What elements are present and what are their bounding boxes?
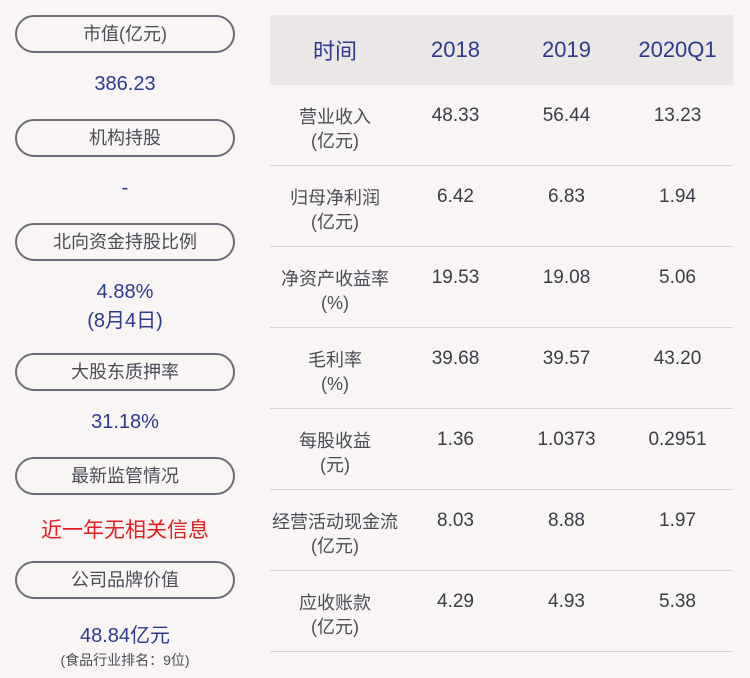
- table-cell: 1.36: [437, 429, 474, 450]
- regulatory-status-value: 近一年无相关信息: [41, 519, 209, 542]
- market-cap-label: 市值(亿元): [15, 15, 235, 53]
- northbound-holding-percent: 4.88%: [96, 281, 154, 303]
- table-cell: 39.68: [431, 348, 480, 369]
- table-cell: 4.93: [548, 591, 585, 612]
- header-2020q1: 2020Q1: [638, 37, 717, 62]
- table-row: 应收账款 (亿元) 4.29 4.93 5.38: [270, 571, 733, 652]
- table-cell: 19.08: [542, 267, 591, 288]
- key-metrics-panel: 市值(亿元) 386.23 机构持股 - 北向资金持股比例 4.88% (8月4…: [0, 0, 250, 678]
- row-label: 净资产收益率 (%): [281, 269, 389, 313]
- row-label: 归母净利润 (亿元): [290, 188, 380, 232]
- row-label: 每股收益 (元): [299, 431, 371, 475]
- institutional-holding-value: -: [121, 177, 129, 199]
- table-cell: 6.42: [437, 186, 474, 207]
- table-cell: 56.44: [542, 105, 591, 126]
- brand-value-label: 公司品牌价值: [15, 561, 235, 599]
- northbound-holding-date: (8月4日): [87, 310, 163, 332]
- row-label: 毛利率 (%): [308, 350, 362, 394]
- header-period: 时间: [312, 39, 357, 64]
- table-cell: 1.0373: [537, 429, 596, 450]
- table-cell: 13.23: [653, 105, 702, 126]
- table-cell: 39.57: [542, 348, 591, 369]
- institutional-holding-label: 机构持股: [15, 119, 235, 157]
- table-cell: 5.38: [659, 591, 696, 612]
- table-cell: 5.06: [659, 267, 696, 288]
- table-row: 营业收入 (亿元) 48.33 56.44 13.23: [270, 85, 733, 166]
- header-2018: 2018: [431, 37, 480, 62]
- table-cell: 48.33: [431, 105, 480, 126]
- brand-value-rank: (食品行业排名：9位): [60, 652, 190, 668]
- table-cell: 1.97: [659, 510, 696, 531]
- row-label: 应收账款 (亿元): [299, 593, 371, 637]
- table-cell: 0.2951: [648, 429, 707, 450]
- row-label: 经营活动现金流 (亿元): [272, 512, 398, 556]
- table-row: 每股收益 (元) 1.36 1.0373 0.2951: [270, 409, 733, 490]
- major-shareholder-pledge-label: 大股东质押率: [15, 353, 235, 391]
- brand-value-amount: 48.84亿元: [79, 625, 171, 647]
- table-cell: 6.83: [548, 186, 585, 207]
- table-row: 净资产收益率 (%) 19.53 19.08 5.06: [270, 247, 733, 328]
- major-shareholder-pledge-value: 31.18%: [91, 411, 159, 433]
- table-cell: 4.29: [437, 591, 474, 612]
- table-row: 归母净利润 (亿元) 6.42 6.83 1.94: [270, 166, 733, 247]
- header-2019: 2019: [542, 37, 591, 62]
- financial-table: 时间 2018 2019 2020Q1 营业收入 (亿元) 48.33 56.44…: [270, 15, 733, 652]
- table-row: 毛利率 (%) 39.68 39.57 43.20: [270, 328, 733, 409]
- table-cell: 1.94: [659, 186, 696, 207]
- northbound-holding-value: 4.88% (8月4日): [0, 281, 250, 333]
- brand-value: 48.84亿元 (食品行业排名：9位): [0, 619, 250, 670]
- row-label: 营业收入 (亿元): [299, 107, 371, 151]
- table-cell: 8.88: [548, 510, 585, 531]
- table-cell: 19.53: [431, 267, 480, 288]
- northbound-holding-label: 北向资金持股比例: [15, 223, 235, 261]
- table-row: 经营活动现金流 (亿元) 8.03 8.88 1.97: [270, 490, 733, 571]
- table-cell: 43.20: [653, 348, 702, 369]
- table-header: 时间 2018 2019 2020Q1: [270, 15, 733, 85]
- regulatory-status-label: 最新监管情况: [15, 457, 235, 495]
- market-cap-value: 386.23: [94, 73, 156, 95]
- table-cell: 8.03: [437, 510, 474, 531]
